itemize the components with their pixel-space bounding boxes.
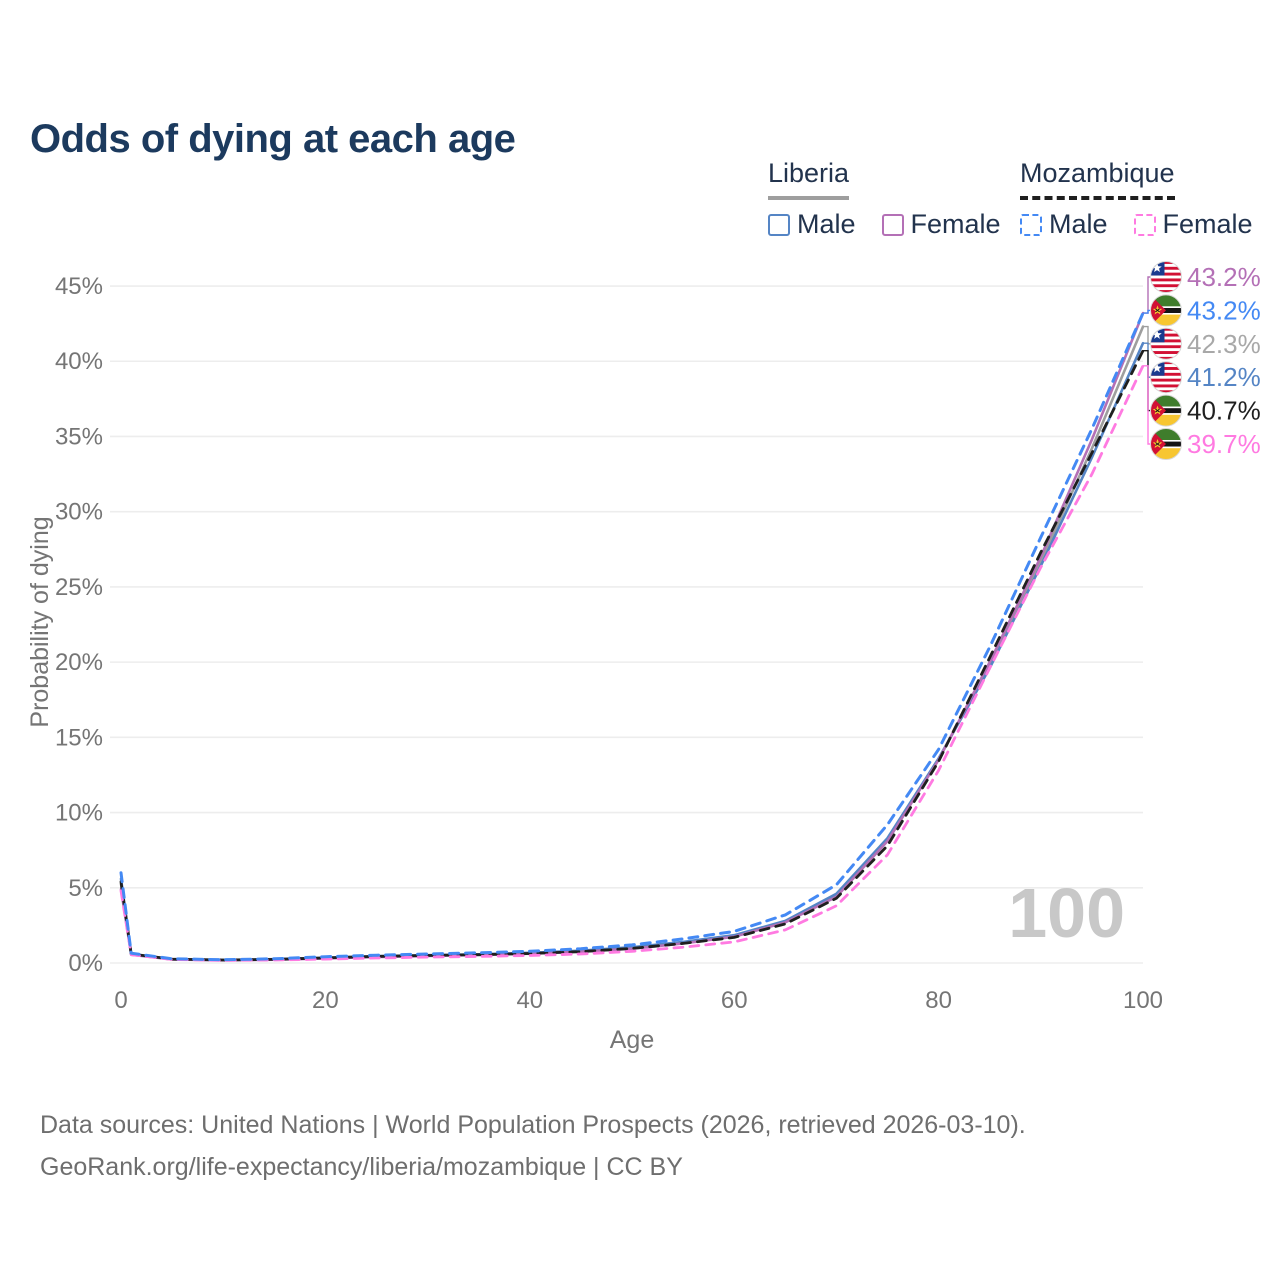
legend-group-mozambique: Mozambique Male Female xyxy=(1020,158,1279,240)
legend-group-liberia: Liberia Male Female xyxy=(768,158,1027,240)
footer-data-sources: Data sources: United Nations | World Pop… xyxy=(40,1111,1026,1139)
end-label-connector xyxy=(1143,325,1151,345)
series-line-mozambique-both xyxy=(119,349,1145,962)
mozambique-flag-icon xyxy=(1150,395,1182,427)
liberia-flag-icon xyxy=(1150,328,1182,360)
end-label-connector xyxy=(1143,309,1151,314)
y-axis-title: Probability of dying xyxy=(26,516,54,727)
x-tick-label: 60 xyxy=(721,987,748,1014)
legend-item-mozambique-female[interactable]: Female xyxy=(1133,209,1253,240)
legend: Liberia Male Female Mozambique Male Fema… xyxy=(0,158,1280,248)
gridlines xyxy=(110,285,1143,964)
series-line-liberia-both xyxy=(119,325,1145,962)
legend-item-liberia-male-label: Male xyxy=(797,209,856,239)
legend-group-liberia-label: Liberia xyxy=(768,158,850,200)
end-label-connector xyxy=(1143,365,1151,445)
liberia-flag-icon xyxy=(1150,361,1182,393)
legend-item-liberia-female-label: Female xyxy=(910,209,1001,239)
y-tick-label: 15% xyxy=(55,724,103,751)
x-axis-title: Age xyxy=(610,1026,654,1054)
x-tick-label: 80 xyxy=(925,987,952,1014)
y-tick-label: 10% xyxy=(55,800,103,827)
end-label-value: 39.7% xyxy=(1187,429,1261,459)
mozambique-female-swatch-icon[interactable] xyxy=(1133,213,1156,236)
y-tick-label: 20% xyxy=(55,649,103,676)
series-line-mozambique-male xyxy=(119,311,1145,962)
end-label-value: 41.2% xyxy=(1187,362,1261,392)
y-tick-label: 30% xyxy=(55,499,103,526)
series-lines xyxy=(119,311,1145,962)
hovered-age-watermark: 100 xyxy=(1008,874,1125,952)
legend-item-mozambique-female-label: Female xyxy=(1162,209,1253,239)
legend-item-liberia-female[interactable]: Female xyxy=(881,209,1001,240)
mozambique-flag-icon xyxy=(1150,294,1182,326)
x-tick-label: 20 xyxy=(312,987,339,1014)
y-tick-label: 0% xyxy=(68,950,103,977)
axis-labels: 0% 5% 10% 15% 20% 25% 30% 35% 40% 45% 0 20 40 60 80 100 xyxy=(55,273,1163,1014)
series-line-liberia-female xyxy=(119,311,1145,962)
legend-item-mozambique-male[interactable]: Male xyxy=(1020,209,1108,240)
y-tick-label: 5% xyxy=(68,875,103,902)
end-label-connector xyxy=(1143,276,1151,314)
legend-item-liberia-male[interactable]: Male xyxy=(768,209,856,240)
legend-item-mozambique-male-label: Male xyxy=(1049,209,1108,239)
page-title: Odds of dying at each age xyxy=(30,116,516,161)
mozambique-male-swatch-icon[interactable] xyxy=(1020,213,1042,236)
footer: Data sources: United Nations | World Pop… xyxy=(40,1104,1240,1188)
y-tick-label: 35% xyxy=(55,423,103,450)
x-tick-label: 0 xyxy=(114,987,127,1014)
end-label-value: 43.2% xyxy=(1187,295,1261,325)
liberia-male-swatch-icon[interactable] xyxy=(768,213,790,236)
end-label-value: 40.7% xyxy=(1187,396,1261,426)
end-labels: 42.3%41.2% 43.2% 40.7%39.7% 43.2% xyxy=(1143,261,1261,460)
end-label-value: 43.2% xyxy=(1187,262,1261,292)
end-label-connector xyxy=(1143,342,1151,378)
x-tick-label: 40 xyxy=(516,987,543,1014)
end-label-value: 42.3% xyxy=(1187,329,1261,359)
mozambique-flag-icon xyxy=(1150,428,1182,460)
y-tick-label: 45% xyxy=(55,273,103,300)
footer-attribution: GeoRank.org/life-expectancy/liberia/moza… xyxy=(40,1153,683,1181)
y-tick-label: 40% xyxy=(55,348,103,375)
x-tick-label: 100 xyxy=(1123,987,1163,1014)
legend-group-mozambique-label: Mozambique xyxy=(1020,158,1175,200)
liberia-flag-icon xyxy=(1150,261,1182,293)
liberia-female-swatch-icon[interactable] xyxy=(881,213,904,236)
y-tick-label: 25% xyxy=(55,574,103,601)
end-label-connector xyxy=(1143,350,1151,412)
